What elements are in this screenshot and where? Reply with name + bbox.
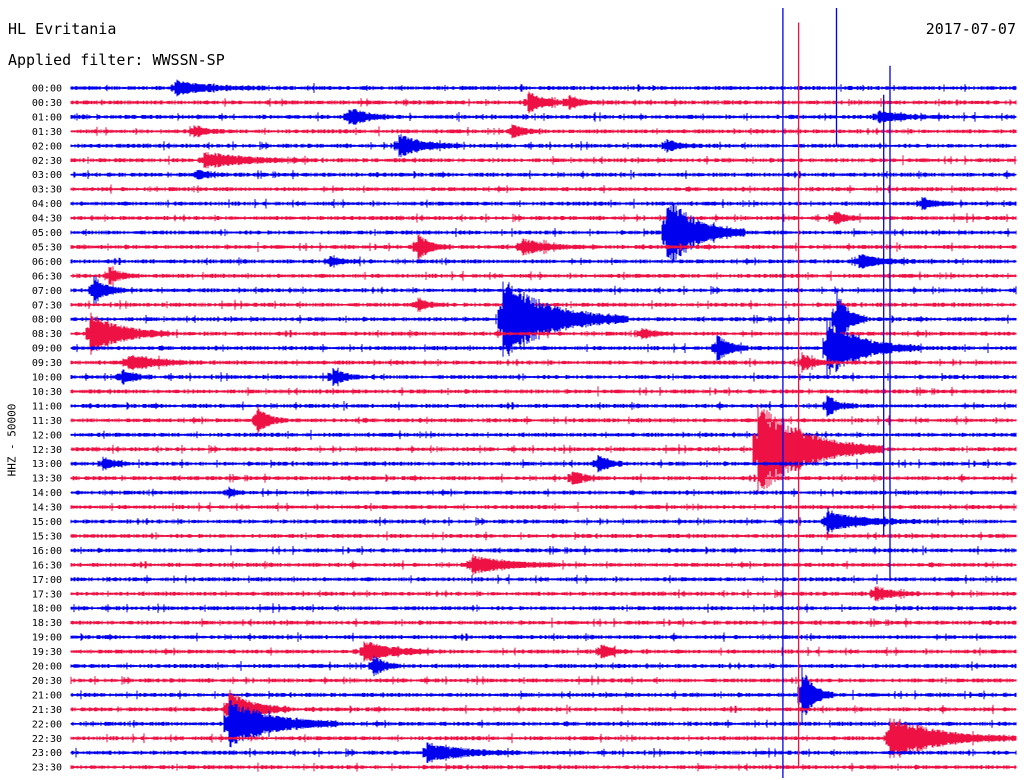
station-title: HL Evritania xyxy=(8,20,117,38)
row-time-label: 15:00 xyxy=(32,517,62,528)
row-time-label: 18:00 xyxy=(32,604,62,615)
row-time-label: 11:30 xyxy=(32,416,62,427)
row-time-label: 13:00 xyxy=(32,459,62,470)
row-time-label: 09:30 xyxy=(32,358,62,369)
row-time-label: 01:30 xyxy=(32,127,62,138)
row-time-label: 19:30 xyxy=(32,647,62,658)
row-time-label: 04:00 xyxy=(32,199,62,210)
row-time-label: 13:30 xyxy=(32,474,62,485)
row-time-label: 18:30 xyxy=(32,618,62,629)
row-time-label: 22:00 xyxy=(32,719,62,730)
row-time-label: 15:30 xyxy=(32,531,62,542)
row-time-label: 16:30 xyxy=(32,560,62,571)
row-time-label: 16:00 xyxy=(32,546,62,557)
row-time-label: 19:00 xyxy=(32,633,62,644)
row-time-label: 02:30 xyxy=(32,156,62,167)
row-time-label: 20:30 xyxy=(32,676,62,687)
row-time-label: 04:30 xyxy=(32,214,62,225)
row-time-label: 11:00 xyxy=(32,401,62,412)
row-time-label: 17:30 xyxy=(32,589,62,600)
row-time-label: 07:00 xyxy=(32,286,62,297)
record-date: 2017-07-07 xyxy=(925,20,1016,38)
row-time-label: 21:00 xyxy=(32,690,62,701)
row-time-label: 05:30 xyxy=(32,242,62,253)
row-time-label: 22:30 xyxy=(32,734,62,745)
row-time-label: 08:00 xyxy=(32,315,62,326)
row-time-label: 23:30 xyxy=(32,763,62,774)
row-time-label: 10:30 xyxy=(32,387,62,398)
row-time-label: 20:00 xyxy=(32,662,62,673)
row-time-label: 03:30 xyxy=(32,185,62,196)
row-time-label: 14:30 xyxy=(32,503,62,514)
row-time-label: 01:00 xyxy=(32,112,62,123)
row-time-label: 02:00 xyxy=(32,141,62,152)
row-time-label: 08:30 xyxy=(32,329,62,340)
row-time-label: 00:00 xyxy=(32,84,62,95)
row-time-label: 03:00 xyxy=(32,170,62,181)
row-time-label: 12:30 xyxy=(32,445,62,456)
row-time-label: 14:00 xyxy=(32,488,62,499)
row-time-label: 17:00 xyxy=(32,575,62,586)
row-time-label: 06:30 xyxy=(32,271,62,282)
row-time-label: 06:00 xyxy=(32,257,62,268)
row-time-label: 23:00 xyxy=(32,748,62,759)
row-time-label: 21:30 xyxy=(32,705,62,716)
filter-label: Applied filter: WWSSN-SP xyxy=(8,51,225,69)
row-time-label: 10:00 xyxy=(32,373,62,384)
row-time-label: 07:30 xyxy=(32,300,62,311)
row-time-label: 09:00 xyxy=(32,344,62,355)
row-time-label: 12:00 xyxy=(32,430,62,441)
row-time-label: 00:30 xyxy=(32,98,62,109)
row-time-label: 05:00 xyxy=(32,228,62,239)
